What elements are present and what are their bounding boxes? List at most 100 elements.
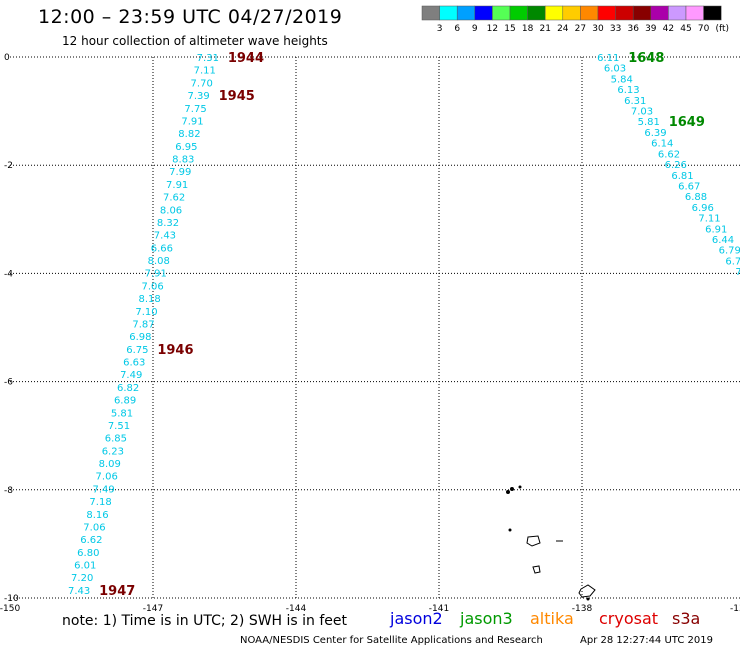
legend-label: 36 bbox=[627, 24, 639, 34]
time-label: 1649 bbox=[669, 115, 705, 130]
altimeter-tracks: 7.317.117.707.397.757.918.826.958.837.99… bbox=[68, 51, 740, 599]
wave-height-label: 7.06 bbox=[83, 522, 105, 533]
legend-swatch bbox=[509, 5, 528, 21]
wave-height-label: 8.16 bbox=[86, 510, 108, 521]
lon-tick-label: -144 bbox=[286, 604, 307, 614]
legend-swatch bbox=[527, 5, 546, 21]
lon-tick-label: -150 bbox=[0, 604, 20, 614]
legend-swatch bbox=[439, 5, 458, 21]
wave-height-label: 6.39 bbox=[644, 128, 666, 139]
lat-tick-label: -10 bbox=[4, 594, 19, 604]
wave-height-label: 6.62 bbox=[80, 535, 102, 546]
legend-swatch bbox=[632, 5, 652, 21]
credit-text: NOAA/NESDIS Center for Satellite Applica… bbox=[240, 635, 543, 646]
wave-height-label: 6.62 bbox=[658, 149, 680, 160]
wave-height-label: 6.75 bbox=[126, 345, 148, 356]
wave-height-label: 7.20 bbox=[71, 573, 93, 584]
wave-height-label: 7.11 bbox=[698, 214, 720, 225]
wave-height-label: 7.91 bbox=[166, 180, 188, 191]
lon-tick-label: -138 bbox=[572, 604, 593, 614]
wave-height-label: 5.81 bbox=[111, 408, 133, 419]
wave-height-label: 7.70 bbox=[191, 78, 213, 89]
time-label: 1946 bbox=[157, 343, 193, 358]
wave-height-label: 8.32 bbox=[157, 218, 179, 229]
legend-swatch bbox=[685, 5, 704, 21]
legend-swatch bbox=[615, 5, 634, 21]
legend-swatch bbox=[421, 5, 440, 21]
legend-label: 6 bbox=[454, 24, 460, 34]
time-label: 1648 bbox=[628, 51, 664, 66]
legend-label: 27 bbox=[575, 24, 586, 34]
legend-swatch bbox=[456, 5, 476, 21]
wave-height-label: 6.80 bbox=[77, 548, 99, 559]
legend-swatch bbox=[650, 5, 669, 21]
legend-label: 33 bbox=[610, 24, 621, 34]
lat-tick-label: -4 bbox=[4, 269, 13, 279]
page-title: 12:00 – 23:59 UTC 04/27/2019 bbox=[38, 6, 343, 28]
wave-height-label: 7.62 bbox=[163, 193, 185, 204]
color-legend: 3 6 9 12 15 18 21 24 27 30 33 36 39 42 45 70 (ft) bbox=[421, 5, 729, 34]
legend-swatch bbox=[562, 5, 581, 21]
wave-height-label: 7.49 bbox=[120, 370, 142, 381]
wave-height-label: 6.66 bbox=[151, 243, 173, 254]
wave-height-label: 6.01 bbox=[74, 561, 96, 572]
wave-height-label: 6.63 bbox=[123, 358, 145, 369]
wave-height-label: 5.84 bbox=[611, 74, 633, 85]
wave-height-label: 7.91 bbox=[145, 269, 167, 280]
wave-height-label: 6.79 bbox=[719, 246, 740, 257]
lat-tick-label: -2 bbox=[4, 161, 13, 171]
legend-label: 30 bbox=[592, 24, 604, 34]
satellite-jason2: jason2 bbox=[390, 609, 443, 628]
wave-height-label: 8.82 bbox=[178, 129, 200, 140]
wave-height-label: 7.39 bbox=[187, 91, 209, 102]
wave-height-label: 8.09 bbox=[99, 459, 121, 470]
legend-label: 42 bbox=[663, 24, 674, 34]
track-west: 7.317.117.707.397.757.918.826.958.837.99… bbox=[68, 51, 264, 599]
island-outlines bbox=[506, 485, 596, 601]
legend-label: 3 bbox=[437, 24, 443, 34]
wave-height-label: 7.18 bbox=[89, 497, 111, 508]
legend-label: 9 bbox=[472, 24, 478, 34]
wave-height-label: 7.87 bbox=[132, 319, 154, 330]
wave-height-label: 6.81 bbox=[671, 171, 693, 182]
legend-swatch bbox=[580, 5, 599, 21]
wave-height-label: 6.31 bbox=[624, 96, 646, 107]
legend-label: 18 bbox=[522, 24, 534, 34]
lat-tick-label: -6 bbox=[4, 378, 13, 388]
longitude-labels: -150 -147 -144 -141 -138 -13 bbox=[0, 604, 740, 614]
wave-height-label: 6.13 bbox=[617, 85, 639, 96]
wave-height-label: 6.26 bbox=[665, 160, 687, 171]
footnote: note: 1) Time is in UTC; 2) SWH is in fe… bbox=[62, 613, 348, 629]
satellite-jason3: jason3 bbox=[460, 609, 513, 628]
legend-label: 21 bbox=[539, 24, 550, 34]
wave-height-label: 6.44 bbox=[712, 235, 734, 246]
legend-label: 15 bbox=[504, 24, 515, 34]
satellite-s3a: s3a bbox=[672, 609, 701, 628]
legend-swatch bbox=[597, 5, 616, 21]
legend-label: 39 bbox=[645, 24, 657, 34]
wave-height-label: 6.82 bbox=[117, 383, 139, 394]
time-label: 1947 bbox=[99, 584, 135, 599]
legend-label: 70 bbox=[698, 24, 710, 34]
wave-height-label: 7.11 bbox=[194, 66, 216, 77]
satellite-cryosat: cryosat bbox=[599, 609, 659, 628]
wave-height-label: 7.75 bbox=[184, 104, 206, 115]
wave-height-label: 7.10 bbox=[135, 307, 157, 318]
time-label: 1945 bbox=[219, 89, 255, 104]
wave-height-label: 6.23 bbox=[102, 446, 124, 457]
track-east: 6.116.035.846.136.317.035.816.396.146.62… bbox=[597, 51, 740, 278]
wave-height-label: 6.77 bbox=[725, 256, 740, 267]
wave-height-label: 6.14 bbox=[651, 139, 673, 150]
legend-swatch bbox=[474, 5, 493, 21]
wave-height-label: 5.81 bbox=[638, 117, 660, 128]
lon-tick-label: -13 bbox=[730, 604, 740, 614]
wave-height-label: 8.83 bbox=[172, 155, 194, 166]
lon-tick-label: -141 bbox=[429, 604, 449, 614]
lat-tick-label: 0 bbox=[4, 53, 10, 63]
lat-tick-label: -8 bbox=[4, 486, 13, 496]
wave-height-label: 6.85 bbox=[105, 434, 127, 445]
time-label: 1944 bbox=[228, 51, 264, 66]
legend-label: 24 bbox=[557, 24, 569, 34]
legend-swatch bbox=[492, 5, 511, 21]
